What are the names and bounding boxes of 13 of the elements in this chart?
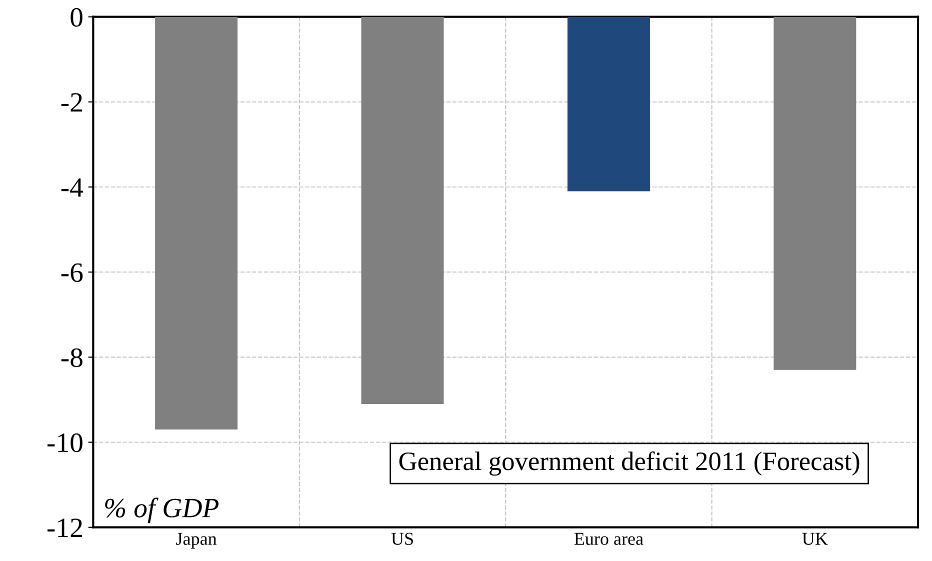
y-tick-label: -8 xyxy=(61,348,82,368)
x-tick-label: US xyxy=(391,532,413,545)
y-tick-label: -4 xyxy=(61,178,84,197)
y-tick-label: -12 xyxy=(47,518,82,537)
x-tick-label: UK xyxy=(802,532,828,545)
x-tick-label: Japan xyxy=(176,532,217,549)
y-tick-label: 0 xyxy=(70,8,82,27)
annotation: % of GDP xyxy=(105,498,219,524)
x-tick-label: Euro area xyxy=(574,532,644,545)
annotation: General government deficit 2011 (Forecast) xyxy=(399,451,860,476)
y-tick-label: -6 xyxy=(61,263,83,282)
y-tick-label: -2 xyxy=(61,93,82,112)
y-tick-label: -10 xyxy=(47,433,82,452)
